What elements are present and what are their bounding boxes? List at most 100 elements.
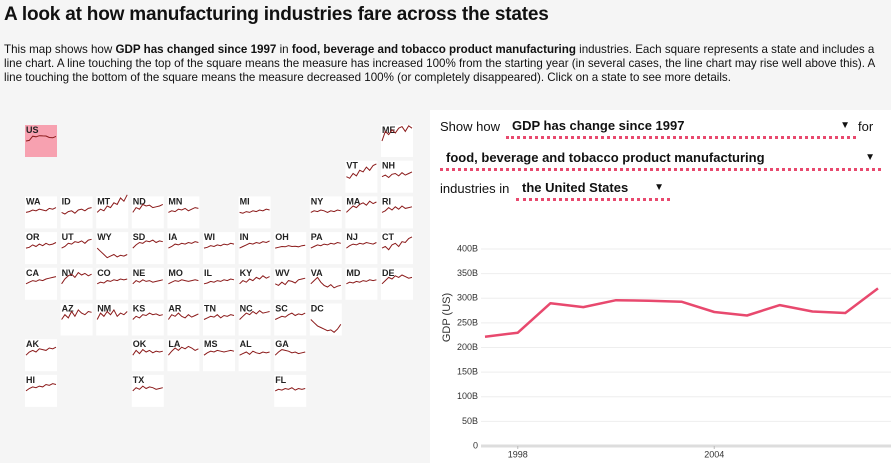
label: industries in (440, 181, 510, 196)
state-tile[interactable]: UT (60, 232, 93, 265)
sparkline (96, 247, 128, 259)
sparkline (168, 207, 199, 213)
state-tile[interactable]: ME (381, 125, 413, 157)
tile-map: US ME VT NH WA ID MT ND MN MI NY MA RI OR UT WY SD IA WI IN… (25, 125, 413, 407)
state-tile[interactable]: ID (60, 196, 93, 229)
state-tile[interactable]: IL (203, 267, 235, 300)
state-tile[interactable]: NJ (345, 232, 378, 265)
state-tile[interactable]: TX (131, 374, 164, 407)
state-tile[interactable]: SC (274, 303, 307, 336)
state-label: NY (311, 196, 324, 206)
tile-bg (96, 196, 129, 229)
sparkline (203, 242, 235, 249)
sparkline (274, 312, 306, 320)
sparkline (381, 125, 413, 142)
state-label: UT (62, 232, 74, 242)
state-tile[interactable]: OK (131, 339, 164, 372)
tile-bg (25, 196, 57, 229)
state-tile[interactable]: AR (167, 303, 200, 336)
tile-bg (345, 232, 378, 265)
tile-bg (381, 196, 413, 229)
state-label: CA (26, 268, 39, 278)
sparkline (25, 207, 57, 213)
state-tile[interactable]: WA (25, 196, 57, 229)
state-label: SC (275, 304, 288, 314)
state-tile[interactable]: VT (345, 160, 378, 193)
state-tile[interactable]: MA (345, 196, 378, 229)
state-tile[interactable]: RI (381, 196, 413, 229)
sparkline (61, 238, 92, 249)
state-tile[interactable]: MT (96, 194, 129, 229)
state-tile[interactable]: SD (131, 232, 164, 265)
sparkline (132, 385, 163, 392)
sparkline (381, 236, 413, 251)
state-tile[interactable]: DE (381, 267, 413, 300)
state-label: AZ (62, 304, 74, 314)
intro: This map shows how GDP has changed since… (4, 43, 884, 85)
state-label: MA (346, 196, 360, 206)
tile-bg (25, 125, 57, 157)
state-label: OK (133, 339, 147, 349)
state-tile[interactable]: NH (381, 160, 413, 193)
state-tile[interactable]: NV (60, 267, 93, 300)
state-tile[interactable]: IN (238, 232, 271, 265)
industry-dropdown[interactable]: food, beverage and tobacco product manuf… (440, 150, 881, 171)
state-tile[interactable]: IA (167, 232, 200, 265)
state-tile[interactable]: PA (309, 232, 342, 265)
sparkline (61, 309, 92, 320)
state-tile[interactable]: HI (25, 374, 57, 407)
state-tile[interactable]: MI (238, 196, 271, 229)
state-tile[interactable]: LA (167, 339, 200, 372)
tile-bg (25, 232, 57, 265)
state-tile[interactable]: MD (345, 267, 378, 300)
tile-bg (203, 232, 235, 265)
state-label: NM (97, 304, 111, 314)
y-tick-label: 100B (457, 391, 478, 401)
state-tile[interactable]: US (25, 125, 57, 157)
state-tile[interactable]: CT (381, 232, 413, 265)
state-tile[interactable]: DC (309, 303, 342, 336)
state-tile[interactable]: KS (131, 303, 164, 336)
state-tile[interactable]: OR (25, 232, 57, 265)
y-tick-label: 0 (473, 440, 478, 450)
sparkline (61, 271, 92, 285)
page-title: A look at how manufacturing industries f… (4, 4, 549, 25)
state-tile[interactable]: AK (25, 339, 57, 372)
state-label: IL (204, 268, 213, 278)
state-tile[interactable]: OH (274, 232, 307, 265)
state-tile[interactable]: NC (238, 303, 271, 336)
state-tile[interactable]: MN (167, 196, 200, 229)
state-tile[interactable]: TN (203, 303, 235, 336)
state-tile[interactable]: NY (309, 196, 342, 229)
tile-bg (131, 374, 164, 407)
state-tile[interactable]: AL (238, 339, 271, 372)
state-tile[interactable]: MS (203, 339, 235, 372)
arrow-icon: ▼ (865, 152, 875, 163)
tile-bg (60, 232, 93, 265)
tile-bg (203, 303, 235, 336)
state-tile[interactable]: ND (131, 196, 164, 229)
sparkline (132, 239, 163, 249)
region-dropdown[interactable]: the United States ▼ (516, 180, 670, 201)
state-tile[interactable]: WI (203, 232, 235, 265)
state-tile[interactable]: NE (131, 267, 164, 300)
sparkline (346, 200, 377, 213)
state-tile[interactable]: WV (274, 267, 307, 300)
state-tile[interactable]: CO (96, 267, 129, 300)
state-tile[interactable]: GA (274, 339, 307, 372)
state-tile[interactable]: KY (238, 267, 271, 300)
sparkline (132, 279, 163, 285)
state-tile[interactable]: FL (274, 374, 307, 407)
state-tile[interactable]: AZ (60, 303, 93, 336)
sparkline (25, 135, 57, 142)
sparkline (132, 348, 163, 356)
state-tile[interactable]: NM (96, 303, 129, 336)
x-tick-label: 1998 (508, 449, 528, 459)
state-label: SD (133, 232, 146, 242)
state-tile[interactable]: WY (96, 232, 129, 265)
state-tile[interactable]: VA (309, 267, 342, 300)
state-tile[interactable]: MO (167, 267, 200, 300)
sparkline (381, 205, 413, 213)
measure-dropdown[interactable]: GDP has change since 1997 ▼ (506, 118, 856, 139)
state-tile[interactable]: CA (25, 267, 57, 300)
